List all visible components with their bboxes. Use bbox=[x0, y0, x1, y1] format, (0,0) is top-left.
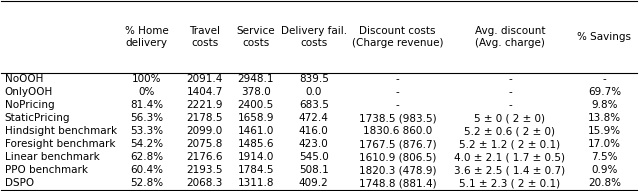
Text: 2178.5: 2178.5 bbox=[187, 113, 223, 123]
Text: 839.5: 839.5 bbox=[299, 74, 329, 84]
Text: 5.2 ± 1.2 ( 2 ± 0.1): 5.2 ± 1.2 ( 2 ± 0.1) bbox=[460, 139, 561, 149]
Text: 3.6 ± 2.5 ( 1.4 ± 0.7): 3.6 ± 2.5 ( 1.4 ± 0.7) bbox=[454, 165, 566, 175]
Text: 0%: 0% bbox=[138, 87, 155, 97]
Text: 1311.8: 1311.8 bbox=[237, 178, 274, 188]
Text: 60.4%: 60.4% bbox=[130, 165, 163, 175]
Text: 1461.0: 1461.0 bbox=[237, 126, 274, 136]
Text: 4.0 ± 2.1 ( 1.7 ± 0.5): 4.0 ± 2.1 ( 1.7 ± 0.5) bbox=[454, 152, 566, 162]
Text: 2176.6: 2176.6 bbox=[187, 152, 223, 162]
Text: 13.8%: 13.8% bbox=[588, 113, 621, 123]
Text: Hindsight benchmark: Hindsight benchmark bbox=[4, 126, 116, 136]
Text: 7.5%: 7.5% bbox=[591, 152, 618, 162]
Text: 56.3%: 56.3% bbox=[130, 113, 163, 123]
Text: Travel
costs: Travel costs bbox=[189, 26, 220, 48]
Text: Delivery fail.
costs: Delivery fail. costs bbox=[281, 26, 347, 48]
Text: 2948.1: 2948.1 bbox=[237, 74, 274, 84]
Text: 2221.9: 2221.9 bbox=[187, 100, 223, 110]
Text: % Home
delivery: % Home delivery bbox=[125, 26, 168, 48]
Text: -: - bbox=[602, 74, 606, 84]
Text: OnlyOOH: OnlyOOH bbox=[4, 87, 53, 97]
Text: Service
costs: Service costs bbox=[236, 26, 275, 48]
Text: 52.8%: 52.8% bbox=[130, 178, 163, 188]
Text: 2400.5: 2400.5 bbox=[237, 100, 274, 110]
Text: 2075.8: 2075.8 bbox=[187, 139, 223, 149]
Text: 54.2%: 54.2% bbox=[130, 139, 163, 149]
Text: 683.5: 683.5 bbox=[299, 100, 329, 110]
Text: 5 ± 0 ( 2 ± 0): 5 ± 0 ( 2 ± 0) bbox=[474, 113, 545, 123]
Text: 2099.0: 2099.0 bbox=[187, 126, 223, 136]
Text: 2193.5: 2193.5 bbox=[187, 165, 223, 175]
Text: 1404.7: 1404.7 bbox=[187, 87, 223, 97]
Text: -: - bbox=[396, 100, 399, 110]
Text: 1738.5 (983.5): 1738.5 (983.5) bbox=[358, 113, 436, 123]
Text: 378.0: 378.0 bbox=[241, 87, 271, 97]
Text: 472.4: 472.4 bbox=[299, 113, 329, 123]
Text: 15.9%: 15.9% bbox=[588, 126, 621, 136]
Text: 0.9%: 0.9% bbox=[591, 165, 618, 175]
Text: 409.2: 409.2 bbox=[299, 178, 329, 188]
Text: 0.0: 0.0 bbox=[306, 87, 322, 97]
Text: 53.3%: 53.3% bbox=[130, 126, 163, 136]
Text: 1830.6 860.0: 1830.6 860.0 bbox=[363, 126, 432, 136]
Text: Linear benchmark: Linear benchmark bbox=[4, 152, 99, 162]
Text: NoOOH: NoOOH bbox=[4, 74, 43, 84]
Text: 1658.9: 1658.9 bbox=[237, 113, 274, 123]
Text: -: - bbox=[396, 74, 399, 84]
Text: DSPO: DSPO bbox=[4, 178, 34, 188]
Text: -: - bbox=[508, 74, 512, 84]
Text: 5.2 ± 0.6 ( 2 ± 0): 5.2 ± 0.6 ( 2 ± 0) bbox=[465, 126, 556, 136]
Text: 1485.6: 1485.6 bbox=[237, 139, 274, 149]
Text: 416.0: 416.0 bbox=[299, 126, 329, 136]
Text: PPO benchmark: PPO benchmark bbox=[4, 165, 88, 175]
Text: 1748.8 (881.4): 1748.8 (881.4) bbox=[358, 178, 436, 188]
Text: % Savings: % Savings bbox=[577, 32, 632, 42]
Text: 62.8%: 62.8% bbox=[130, 152, 163, 162]
Text: 1767.5 (876.7): 1767.5 (876.7) bbox=[358, 139, 436, 149]
Text: 69.7%: 69.7% bbox=[588, 87, 621, 97]
Text: 9.8%: 9.8% bbox=[591, 100, 618, 110]
Text: -: - bbox=[508, 87, 512, 97]
Text: Foresight benchmark: Foresight benchmark bbox=[4, 139, 115, 149]
Text: 1820.3 (478.9): 1820.3 (478.9) bbox=[358, 165, 436, 175]
Text: 2068.3: 2068.3 bbox=[187, 178, 223, 188]
Text: NoPricing: NoPricing bbox=[4, 100, 54, 110]
Text: -: - bbox=[396, 87, 399, 97]
Text: 2091.4: 2091.4 bbox=[187, 74, 223, 84]
Text: Discount costs
(Charge revenue): Discount costs (Charge revenue) bbox=[351, 26, 443, 48]
Text: 17.0%: 17.0% bbox=[588, 139, 621, 149]
Text: 1610.9 (806.5): 1610.9 (806.5) bbox=[358, 152, 436, 162]
Text: 5.1 ± 2.3 ( 2 ± 0.1): 5.1 ± 2.3 ( 2 ± 0.1) bbox=[460, 178, 561, 188]
Text: -: - bbox=[508, 100, 512, 110]
Text: 20.8%: 20.8% bbox=[588, 178, 621, 188]
Text: Avg. discount
(Avg. charge): Avg. discount (Avg. charge) bbox=[475, 26, 545, 48]
Text: 545.0: 545.0 bbox=[299, 152, 329, 162]
Text: StaticPricing: StaticPricing bbox=[4, 113, 70, 123]
Text: 1784.5: 1784.5 bbox=[237, 165, 274, 175]
Text: 100%: 100% bbox=[132, 74, 161, 84]
Text: 508.1: 508.1 bbox=[299, 165, 329, 175]
Text: 81.4%: 81.4% bbox=[130, 100, 163, 110]
Text: 1914.0: 1914.0 bbox=[237, 152, 274, 162]
Text: 423.0: 423.0 bbox=[299, 139, 329, 149]
